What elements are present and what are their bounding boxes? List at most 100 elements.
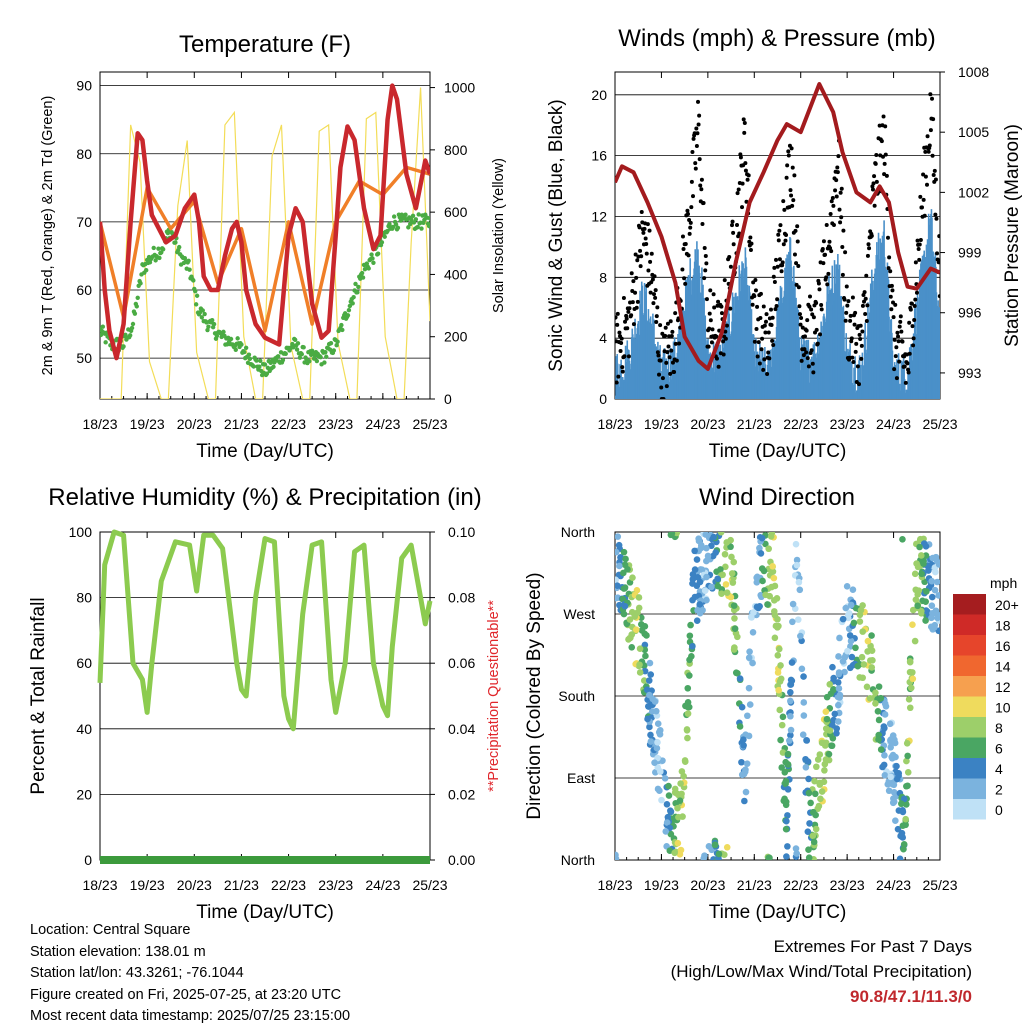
gust-point <box>794 261 799 266</box>
direction-point <box>664 813 672 821</box>
direction-point <box>661 775 669 782</box>
direction-point <box>769 568 777 575</box>
gust-point <box>616 374 621 379</box>
direction-point <box>771 634 779 642</box>
direction-point <box>833 725 840 732</box>
direction-point <box>615 533 622 540</box>
td-point <box>262 362 268 367</box>
gust-point <box>776 238 781 243</box>
direction-point <box>912 596 920 603</box>
gust-point <box>863 296 868 301</box>
direction-point <box>805 775 812 783</box>
gust-point <box>629 313 634 318</box>
gust-point <box>916 247 921 252</box>
gust-point <box>839 215 844 220</box>
direction-point <box>615 548 620 556</box>
x-tick-label: 19/23 <box>644 416 679 432</box>
direction-point <box>753 574 760 582</box>
direction-point <box>619 595 627 603</box>
direction-point <box>892 753 899 761</box>
direction-point <box>703 544 710 552</box>
direction-point <box>741 768 749 776</box>
gust-point <box>808 294 812 299</box>
gust-point <box>762 323 767 328</box>
gust-point <box>769 323 774 328</box>
gust-point <box>687 217 692 222</box>
td-point <box>156 246 161 251</box>
x-tick-label: 21/23 <box>224 877 259 893</box>
gust-point <box>790 165 795 170</box>
y-tick-label: 12 <box>591 208 607 224</box>
td-point <box>395 225 401 231</box>
x-tick-label: 22/23 <box>271 877 306 893</box>
direction-point <box>800 673 807 680</box>
direction-point <box>685 703 693 711</box>
gust-point <box>786 153 791 158</box>
gust-point <box>913 297 918 302</box>
direction-point <box>875 716 883 724</box>
direction-point <box>822 756 830 763</box>
series-2m-t <box>100 83 430 361</box>
direction-point <box>693 556 701 563</box>
direction-point <box>835 670 843 678</box>
td-point <box>403 212 408 217</box>
direction-point <box>734 633 741 641</box>
gust-point <box>799 358 804 363</box>
direction-point <box>812 790 819 798</box>
gust-point <box>819 307 824 312</box>
y-tick-label: 80 <box>76 590 92 606</box>
direction-point <box>784 761 792 768</box>
gust-point <box>644 241 649 246</box>
direction-point <box>860 661 868 668</box>
y2-axis-label: Station Pressure (Maroon) <box>1002 124 1023 347</box>
gust-point <box>743 161 748 166</box>
gust-point <box>834 194 839 199</box>
gust-point <box>840 245 845 250</box>
gust-point <box>650 277 655 282</box>
gust-point <box>923 174 928 179</box>
gust-point <box>886 235 890 240</box>
direction-point <box>691 566 699 573</box>
direction-point <box>915 587 923 594</box>
direction-point <box>841 668 848 676</box>
direction-point <box>634 609 641 616</box>
gust-point <box>909 301 914 306</box>
x-tick-label: 25/23 <box>412 416 447 432</box>
gust-point <box>645 222 650 227</box>
direction-point <box>636 645 644 652</box>
direction-point <box>896 855 904 860</box>
gust-point <box>731 230 736 235</box>
direction-point <box>795 578 803 586</box>
chart-title: Winds (mph) & Pressure (mb) <box>618 25 935 52</box>
direction-point <box>637 614 645 622</box>
gust-point <box>830 195 835 200</box>
direction-point <box>933 578 940 586</box>
td-point <box>324 354 329 359</box>
direction-point <box>746 648 753 655</box>
y2-tick-label: 800 <box>444 142 468 158</box>
td-point <box>366 266 371 271</box>
direction-point <box>723 539 731 546</box>
td-point <box>415 224 420 230</box>
gust-point <box>931 173 936 178</box>
series-station-pressure <box>615 82 940 371</box>
x-axis-label: Time (Day/UTC) <box>709 902 847 923</box>
gust-point <box>894 345 899 350</box>
direction-point <box>677 780 684 787</box>
td-point <box>257 364 262 369</box>
gust-point <box>633 290 638 295</box>
direction-point <box>675 791 683 799</box>
direction-point <box>923 588 930 595</box>
legend-swatch <box>953 717 986 738</box>
direction-point <box>687 621 694 629</box>
direction-point <box>712 549 719 556</box>
direction-point <box>866 694 874 702</box>
gust-point <box>867 246 872 251</box>
gust-point <box>771 274 776 279</box>
gust-point <box>931 117 936 122</box>
direction-point <box>647 731 654 739</box>
gust-point <box>653 288 658 293</box>
direction-point <box>694 607 701 614</box>
x-tick-label: 23/23 <box>830 416 865 432</box>
direction-point <box>738 703 746 711</box>
